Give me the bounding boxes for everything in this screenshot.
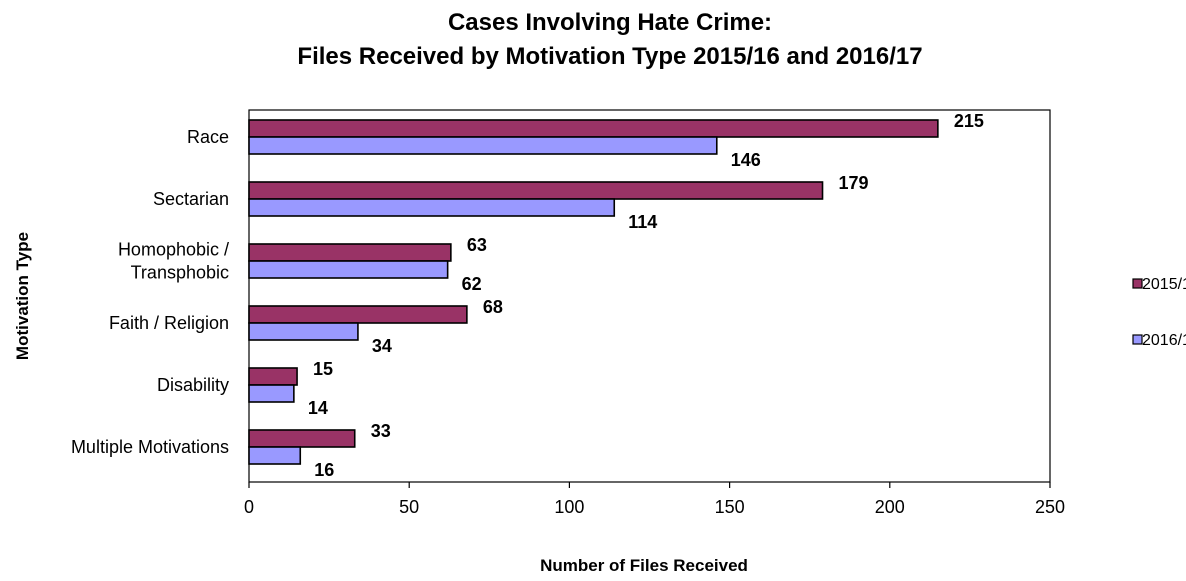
category-label-3-0: Faith / Religion [109, 313, 229, 333]
bar-2016-17-2 [248, 260, 449, 279]
category-label-1-0: Sectarian [153, 189, 229, 209]
bar-2015-16-0 [248, 119, 939, 138]
x-tick-label-5: 250 [1035, 497, 1065, 517]
data-label-2016-17-3: 34 [372, 336, 392, 356]
data-label-2015-16-3: 68 [483, 297, 503, 317]
bar-2016-17-0 [248, 136, 718, 155]
bar-2016-17-1 [248, 198, 616, 217]
x-tick-label-3: 150 [715, 497, 745, 517]
data-label-2015-16-4: 15 [313, 359, 333, 379]
data-label-2015-16-2: 63 [467, 235, 487, 255]
chart-title: Cases Involving Hate Crime: Files Receiv… [297, 9, 922, 70]
bar-2016-17-4 [248, 384, 295, 403]
category-label-0-0: Race [187, 127, 229, 147]
x-axis-ticks-group: 0 50 100 150 200 250 [244, 482, 1065, 517]
plot-area [248, 109, 1051, 483]
chart-title-line-1: Cases Involving Hate Crime: [448, 9, 772, 36]
data-label-2015-16-0: 215 [954, 111, 984, 131]
chart-title-line-2: Files Received by Motivation Type 2015/1… [297, 43, 922, 70]
data-label-2016-17-2: 62 [462, 274, 482, 294]
bars-group [248, 119, 939, 465]
bar-2015-16-2 [248, 243, 452, 262]
bar-2015-16-4 [248, 367, 298, 386]
bar-2015-16-5 [248, 429, 356, 448]
x-axis-title: Number of Files Received [540, 556, 748, 575]
bar-2016-17-5 [248, 446, 302, 465]
legend-label-2015-16: 2015/16 [1142, 276, 1186, 293]
legend-label-2016-17: 2016/17 [1142, 332, 1186, 349]
data-label-2015-16-1: 179 [839, 173, 869, 193]
data-label-2016-17-5: 16 [314, 460, 334, 480]
bar-2015-16-3 [248, 305, 468, 324]
category-label-2-0: Homophobic / [118, 240, 229, 260]
category-labels-group: Race Sectarian Homophobic / Transphobic Fait… [71, 127, 229, 457]
bar-2015-16-1 [248, 181, 824, 200]
x-tick-label-4: 200 [875, 497, 905, 517]
data-label-2016-17-4: 14 [308, 398, 328, 418]
x-tick-label-0: 0 [244, 497, 254, 517]
legend-swatch-2016-17 [1132, 334, 1143, 345]
x-tick-label-2: 100 [554, 497, 584, 517]
data-label-2015-16-5: 33 [371, 421, 391, 441]
x-tick-label-1: 50 [399, 497, 419, 517]
category-label-5-0: Multiple Motivations [71, 437, 229, 457]
legend: 2015/16 2016/17 [1132, 276, 1186, 349]
category-label-2-1: Transphobic [131, 263, 229, 283]
legend-swatch-2015-16 [1132, 278, 1143, 289]
data-label-2016-17-0: 146 [731, 150, 761, 170]
data-label-2016-17-1: 114 [628, 212, 657, 232]
category-label-4-0: Disability [157, 375, 229, 395]
y-axis-title: Motivation Type [13, 232, 32, 360]
bar-2016-17-3 [248, 322, 359, 341]
